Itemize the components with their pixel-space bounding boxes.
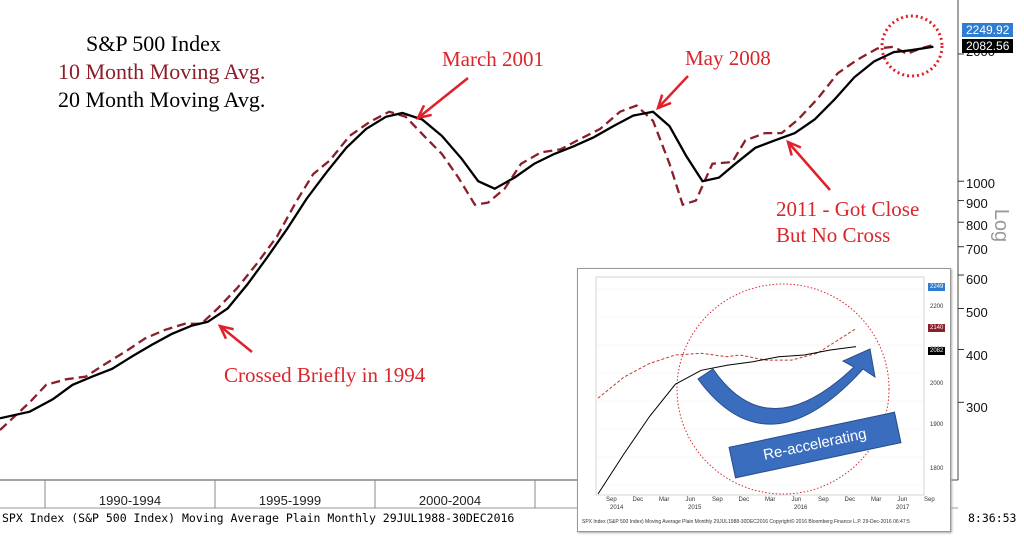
inset-x-tick-6: Mar (765, 497, 776, 503)
legend: S&P 500 Index 10 Month Moving Avg. 20 Mo… (58, 30, 265, 114)
inset-badge-2140: 2140 (928, 324, 946, 332)
inset-x-tick-7: Jun (791, 497, 802, 503)
inset-y-tick-1800: 1800 (930, 466, 944, 472)
inset-chart: 2200 2100 2000 1900 1800 2249 2140 2082 … (577, 268, 951, 532)
y-axis-label: Log (990, 208, 1013, 243)
x-category-1: 1990-1994 (98, 493, 162, 508)
inset-x-year-2014: 2014 (610, 505, 624, 511)
highlight-circle (880, 14, 944, 78)
y-tick-700: 700 (966, 242, 988, 257)
inset-y-tick-1900: 1900 (930, 422, 944, 428)
inset-x-tick-9: Dec (844, 497, 856, 503)
inset-x-tick-8: Sep (818, 497, 829, 503)
inset-svg (595, 276, 925, 496)
series-line-10m-avg (0, 43, 934, 431)
arrow-1994 (219, 325, 253, 353)
arrow-1994-head (217, 324, 234, 340)
arrow-2011 (787, 141, 831, 191)
chart-footer: SPX Index (S&P 500 Index) Moving Average… (2, 511, 515, 525)
inset-badge-2082: 2082 (928, 347, 946, 355)
inset-x-tick-10: Mar (871, 497, 882, 503)
legend-series-20m: 20 Month Moving Avg. (58, 87, 266, 112)
arrow-2011-head (786, 139, 802, 156)
arrow-may-2008-head (656, 94, 672, 111)
annotation-march-2001: March 2001 (442, 47, 545, 71)
inset-x-tick-1: Dec (632, 497, 644, 503)
series-line-20m-avg (0, 45, 934, 420)
x-category-3: 2000-2004 (418, 493, 482, 508)
y-tick-1000: 1000 (966, 176, 995, 191)
inset-series-line-solid (597, 346, 857, 495)
inset-badge-2249: 2249 (928, 283, 946, 291)
annotation-2011: 2011 - Got Close But No Cross (776, 197, 920, 247)
x-category-2: 1995-1999 (258, 493, 322, 508)
chart-footer-time: 8:36:53 (968, 511, 1017, 525)
inset-series-line-dashed (597, 328, 857, 399)
y-tick-500: 500 (966, 305, 988, 320)
inset-x-tick-0: Sep (606, 497, 617, 503)
inset-footer: SPX Index (S&P 500 Index) Moving Average… (582, 519, 910, 525)
inset-x-tick-2: Mar (659, 497, 670, 503)
inset-x-tick-3: Jun (685, 497, 696, 503)
arrow-may-2008 (657, 75, 689, 109)
annotation-1994: Crossed Briefly in 1994 (224, 363, 426, 387)
inset-x-tick-11: Jun (897, 497, 908, 503)
y-tick-300: 300 (966, 400, 988, 415)
inset-highlight-ellipse (676, 283, 890, 495)
reaccelerating-arrow (697, 348, 876, 425)
legend-title: S&P 500 Index (86, 31, 221, 56)
y-tick-600: 600 (966, 272, 988, 287)
inset-x-tick-5: Dec (738, 497, 750, 503)
last-value-10m-badge: 2249.92 (962, 23, 1014, 37)
inset-x-year-2015: 2015 (688, 505, 702, 511)
inset-x-tick-4: Sep (712, 497, 723, 503)
inset-y-tick-2000: 2000 (930, 381, 944, 387)
annotation-may-2008: May 2008 (685, 46, 771, 70)
inset-x-tick-12: Sep (924, 497, 935, 503)
inset-x-year-2017: 2017 (896, 505, 910, 511)
y-tick-900: 900 (966, 196, 988, 211)
y-tick-800: 800 (966, 218, 988, 233)
last-value-20m-badge: 2082.56 (962, 39, 1014, 53)
arrow-march-2001-head (415, 104, 432, 120)
y-tick-400: 400 (966, 348, 988, 363)
inset-x-year-2016: 2016 (794, 505, 808, 511)
legend-series-10m: 10 Month Moving Avg. (58, 59, 266, 84)
arrow-march-2001 (417, 77, 469, 119)
inset-y-tick-2200: 2200 (930, 304, 944, 310)
